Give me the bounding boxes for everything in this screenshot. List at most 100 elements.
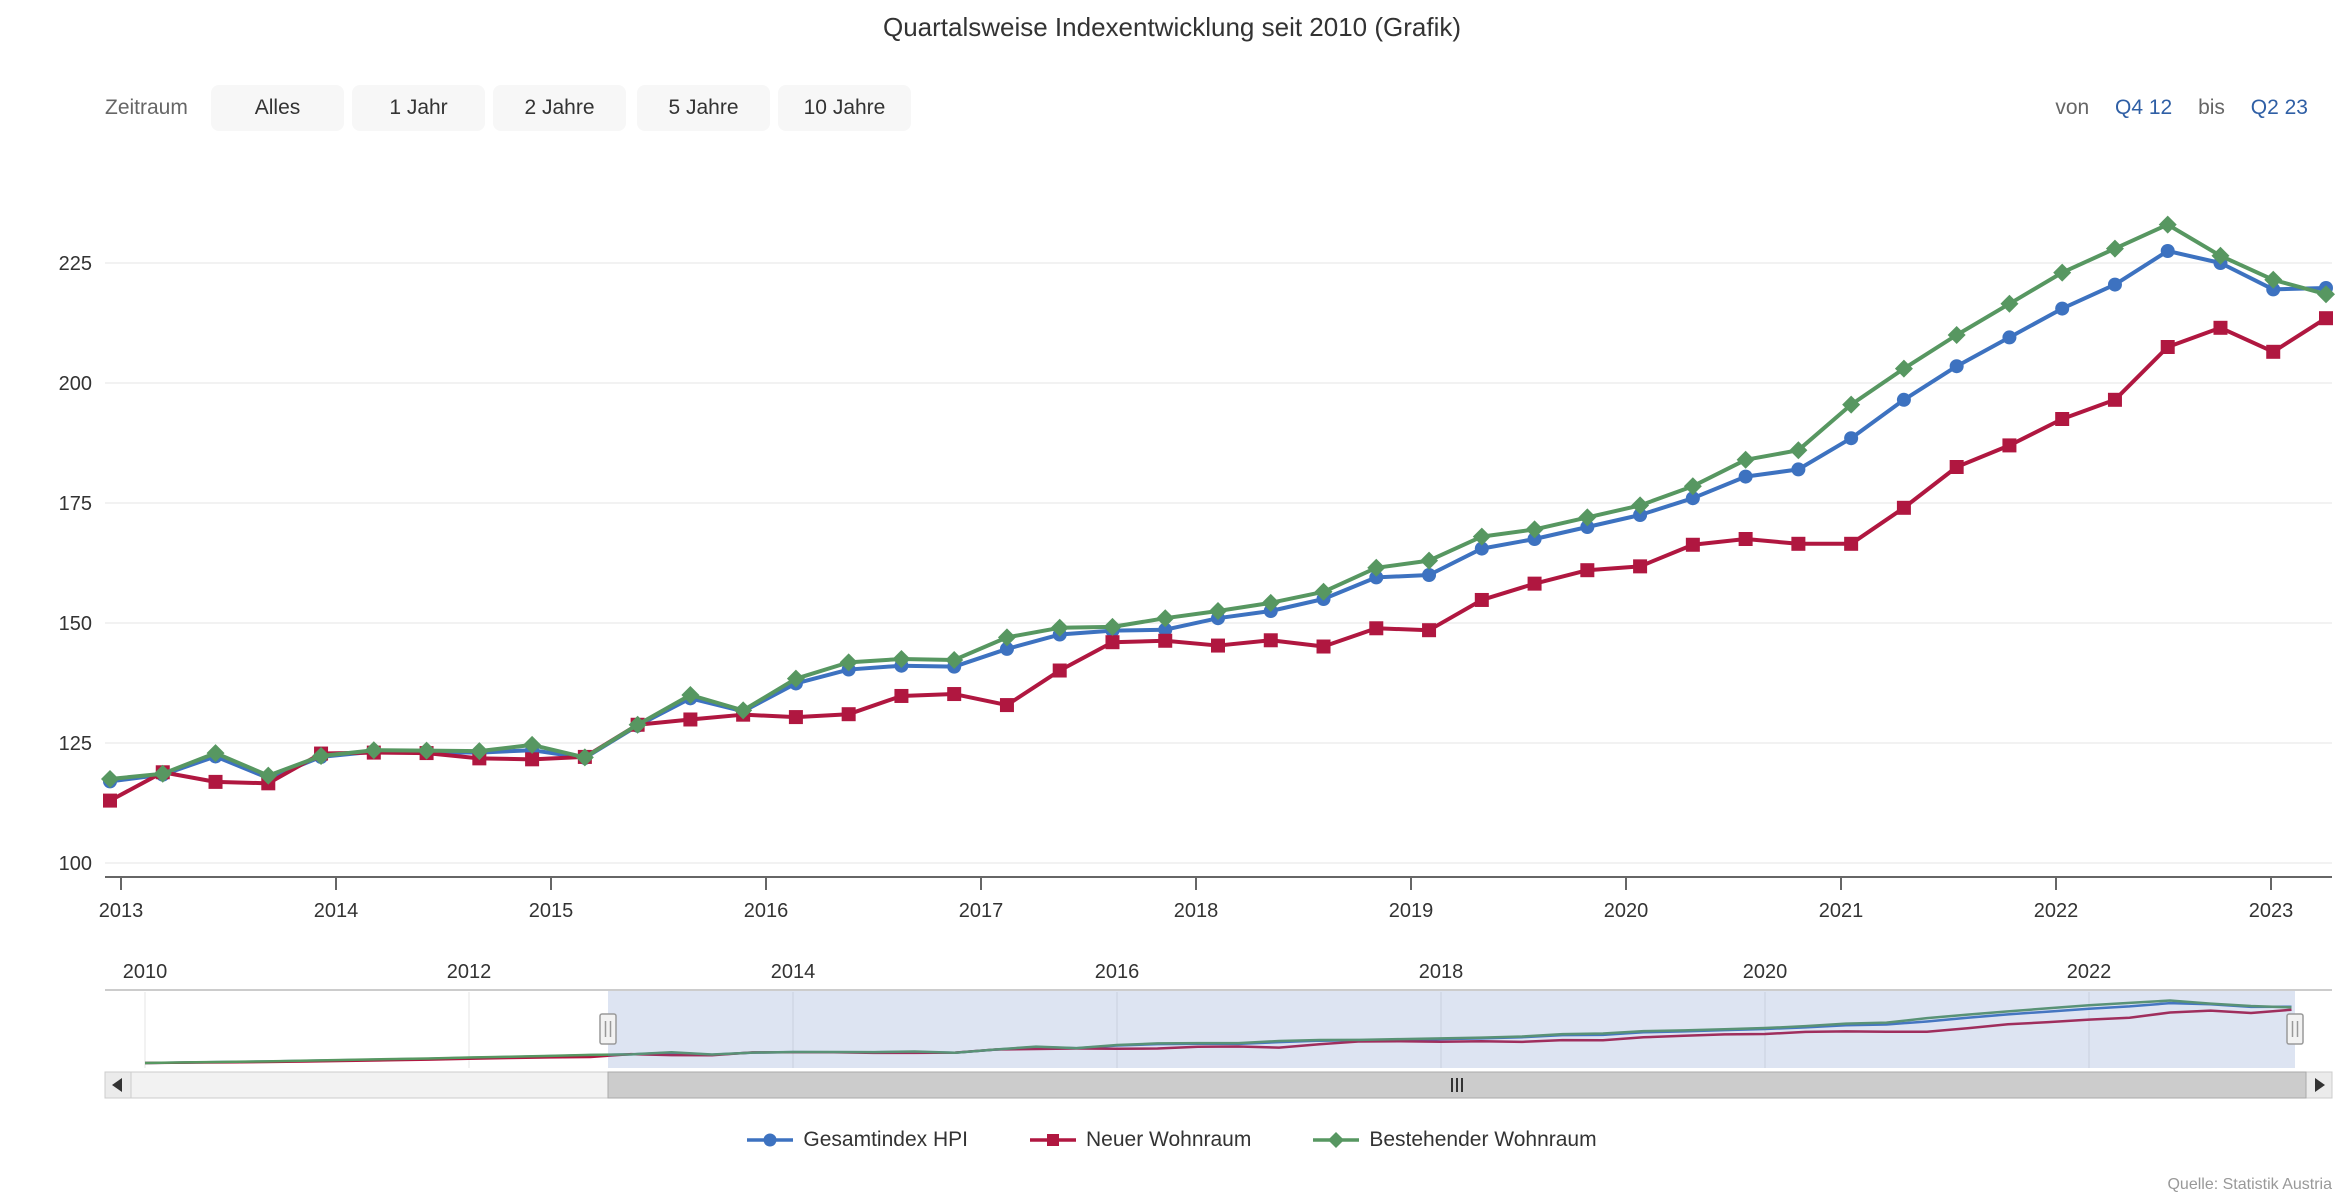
- navigator-series-square: [144, 1008, 2292, 1065]
- range-button-5-jahre[interactable]: 5 Jahre: [637, 85, 770, 131]
- data-point-marker: [1738, 469, 1753, 484]
- data-point-marker: [1896, 392, 1911, 407]
- data-point-marker: [2266, 282, 2281, 297]
- data-point-marker: [1369, 570, 1384, 585]
- data-point-marker: [206, 744, 225, 763]
- navigator-year-label: 2012: [447, 961, 492, 983]
- range-button-alles[interactable]: Alles: [211, 85, 344, 131]
- source-credit: Quelle: Statistik Austria: [2167, 1176, 2332, 1193]
- x-axis-label: 2021: [1819, 900, 1864, 922]
- data-point-marker: [1949, 359, 1964, 374]
- data-point-marker: [999, 641, 1014, 656]
- data-point-marker: [2211, 246, 2230, 265]
- range-to-label: bis: [2198, 96, 2225, 119]
- y-axis-label: 150: [59, 613, 92, 635]
- data-point-marker: [681, 686, 700, 704]
- data-point-marker: [1842, 395, 1861, 414]
- data-point-marker: [1050, 618, 1069, 637]
- scrollbar-left-arrow-icon: [112, 1078, 122, 1092]
- series-line-diamond: [109, 222, 2327, 781]
- range-button-10-jahre[interactable]: 10 Jahre: [778, 85, 911, 131]
- data-point-marker: [1844, 431, 1859, 446]
- x-axis-label: 2016: [744, 900, 789, 922]
- navigator-year-label: 2014: [771, 961, 816, 983]
- x-axis-label: 2020: [1604, 900, 1649, 922]
- data-point-marker: [1422, 623, 1437, 638]
- data-point-marker: [1261, 593, 1280, 612]
- range-from-label: von: [2055, 96, 2090, 119]
- navigator-year-label: 2020: [1743, 961, 1788, 983]
- y-axis-label: 200: [59, 373, 92, 395]
- x-axis-label: 2019: [1389, 900, 1434, 922]
- data-point-marker: [1209, 602, 1227, 620]
- data-point-marker: [1156, 609, 1175, 628]
- navigator-handle-left[interactable]: [599, 1013, 617, 1045]
- data-point-marker: [1525, 520, 1544, 539]
- data-point-marker: [1736, 450, 1755, 469]
- range-inputs: von Q4 12 bis Q2 23: [2041, 85, 2314, 131]
- data-point-marker: [259, 766, 278, 785]
- data-point-marker: [1791, 462, 1806, 477]
- data-point-marker: [945, 650, 964, 669]
- data-point-marker: [1580, 520, 1595, 534]
- data-point-marker: [2000, 294, 2019, 313]
- legend-item-gesamtindex-hpi[interactable]: Gesamtindex HPI: [747, 1128, 968, 1152]
- data-point-marker: [1633, 559, 1648, 574]
- data-point-marker: [1211, 638, 1225, 653]
- range-button-2-jahre[interactable]: 2 Jahre: [493, 85, 626, 131]
- data-point-marker: [1527, 576, 1542, 591]
- range-from-input[interactable]: Q4 12: [2115, 96, 2173, 119]
- data-point-marker: [1791, 536, 1806, 551]
- data-point-marker: [2053, 263, 2072, 282]
- zeitraum-label: Zeitraum: [105, 96, 188, 119]
- range-to-input[interactable]: Q2 23: [2250, 96, 2308, 119]
- data-point-marker: [1685, 537, 1700, 552]
- x-axis-label: 2023: [2249, 900, 2294, 922]
- data-point-marker: [470, 742, 489, 761]
- navigator-year-label: 2010: [123, 961, 168, 983]
- data-point-marker: [1369, 621, 1384, 636]
- range-button-1-jahr[interactable]: 1 Jahr: [352, 85, 485, 131]
- data-point-marker: [1683, 477, 1702, 496]
- range-selector: Zeitraum Alles 1 Jahr 2 Jahre 5 Jahre 10…: [0, 85, 2344, 131]
- data-point-marker: [208, 774, 223, 789]
- data-point-marker: [947, 687, 962, 702]
- navigator-handle-right[interactable]: [2286, 1013, 2304, 1045]
- data-point-marker: [1316, 639, 1331, 654]
- data-point-marker: [1052, 663, 1067, 678]
- data-point-marker: [1947, 326, 1966, 344]
- data-point-marker: [1580, 563, 1595, 578]
- series-line-square: [109, 316, 2328, 803]
- x-axis-label: 2017: [959, 900, 1004, 922]
- legend-item-neuer-wohnraum[interactable]: Neuer Wohnraum: [1029, 1128, 1251, 1152]
- data-point-marker: [2107, 277, 2122, 292]
- data-point-marker: [999, 698, 1014, 713]
- data-point-marker: [1844, 536, 1859, 551]
- navigator-selected-range[interactable]: [608, 991, 2295, 1068]
- data-point-marker: [312, 746, 331, 765]
- data-point-marker: [839, 653, 858, 672]
- data-point-marker: [2055, 412, 2070, 426]
- x-axis-label: 2013: [99, 900, 144, 922]
- legend-item-bestehender-wohnraum[interactable]: Bestehender Wohnraum: [1313, 1128, 1597, 1152]
- data-point-marker: [153, 764, 172, 783]
- data-point-marker: [1420, 551, 1439, 570]
- y-axis-label: 175: [59, 493, 92, 515]
- data-point-marker: [523, 735, 542, 754]
- data-point-marker: [2266, 344, 2281, 359]
- data-point-marker: [1314, 582, 1333, 601]
- navigator-series-diamond: [144, 999, 2292, 1065]
- data-point-marker: [1472, 527, 1491, 546]
- data-point-marker: [1367, 558, 1386, 577]
- data-point-marker: [1158, 633, 1173, 648]
- data-point-marker: [734, 701, 753, 720]
- data-point-marker: [2319, 311, 2333, 326]
- navigator-year-label: 2016: [1095, 961, 1140, 983]
- data-point-marker: [1158, 622, 1173, 637]
- y-axis-label: 225: [59, 253, 92, 275]
- data-point-marker: [2317, 285, 2335, 304]
- data-point-marker: [103, 793, 117, 808]
- scrollbar-right-arrow-icon: [2315, 1078, 2325, 1092]
